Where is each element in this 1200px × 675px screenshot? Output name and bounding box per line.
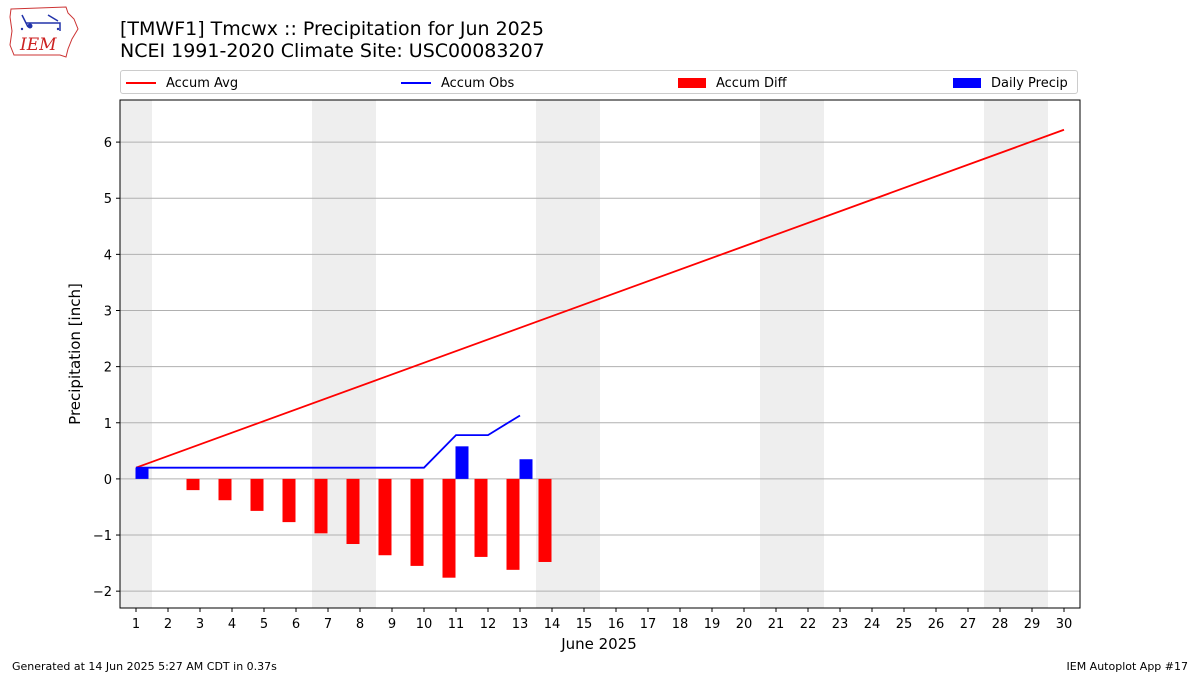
x-tick-label: 2 — [164, 617, 172, 632]
accum-obs-line — [136, 414, 521, 469]
accum-avg-line — [135, 128, 1065, 469]
x-axis-ticks: 1 2 3 4 5 6 7 8 9 10 11 12 13 14 15 16 17 18 19 20 21 22 23 24 2… — [132, 608, 1072, 632]
legend-swatch — [401, 82, 431, 84]
accum-diff-bar — [218, 478, 232, 501]
y-tick-label: 3 — [104, 304, 112, 319]
accum-diff-bar — [410, 478, 424, 566]
x-tick-label: 26 — [928, 617, 945, 632]
y-tick-label: 4 — [104, 248, 112, 263]
plot-frame — [119, 99, 1081, 609]
legend-item-accum-obs: Accum Obs — [401, 71, 514, 95]
legend-label: Accum Avg — [166, 75, 239, 91]
x-tick-label: 15 — [576, 617, 593, 632]
y-tick-label: 2 — [104, 361, 112, 376]
y-tick-label: 1 — [104, 417, 112, 432]
x-tick-label: 5 — [260, 617, 268, 632]
accum-diff-bar — [250, 478, 264, 511]
x-tick-label: 3 — [196, 617, 204, 632]
y-axis-ticks: −2 −1 0 1 2 3 4 5 6 — [93, 136, 120, 600]
x-tick-label: 16 — [608, 617, 625, 632]
y-tick-label: 0 — [104, 473, 112, 488]
daily-precip-bar — [455, 446, 469, 479]
y-tick-label: 5 — [104, 192, 112, 207]
chart-title: [TMWF1] Tmcwx :: Precipitation for Jun 2… — [120, 18, 544, 40]
chart-subtitle: NCEI 1991-2020 Climate Site: USC00083207 — [120, 40, 545, 62]
iem-logo — [8, 5, 80, 59]
x-tick-label: 21 — [768, 617, 785, 632]
x-axis-label: June 2025 — [560, 635, 637, 653]
legend-label: Accum Obs — [441, 75, 515, 91]
x-tick-label: 12 — [480, 617, 497, 632]
x-tick-label: 18 — [672, 617, 689, 632]
legend-item-accum-avg: Accum Avg — [126, 71, 238, 95]
y-tick-label: −1 — [93, 529, 112, 544]
series-lines — [135, 128, 1065, 469]
x-tick-label: 25 — [896, 617, 913, 632]
daily-precip-bar — [135, 467, 149, 479]
footer-app-id: IEM Autoplot App #17 — [1066, 660, 1189, 673]
x-tick-label: 20 — [736, 617, 753, 632]
grid-lines — [120, 141, 1080, 592]
bars — [135, 446, 552, 578]
x-tick-label: 10 — [416, 617, 433, 632]
accum-diff-bar — [282, 478, 296, 523]
accum-diff-bar — [186, 478, 200, 491]
x-tick-label: 9 — [388, 617, 396, 632]
x-tick-label: 8 — [356, 617, 364, 632]
x-tick-label: 11 — [448, 617, 465, 632]
y-axis-label: Precipitation [inch] — [66, 283, 84, 425]
legend: Accum Avg Accum Obs Accum Diff Daily Pre… — [120, 70, 1078, 94]
weekend-band — [760, 100, 824, 608]
x-tick-label: 27 — [960, 617, 977, 632]
x-tick-label: 4 — [228, 617, 236, 632]
legend-label: Daily Precip — [991, 75, 1068, 91]
y-tick-label: 6 — [104, 136, 112, 151]
footer-generated: Generated at 14 Jun 2025 5:27 AM CDT in … — [12, 660, 277, 673]
accum-diff-bar — [442, 478, 456, 578]
x-tick-label: 13 — [512, 617, 529, 632]
x-tick-label: 30 — [1056, 617, 1073, 632]
logo-text: IEM — [20, 35, 57, 55]
daily-precip-bar — [519, 459, 533, 479]
weekend-band — [120, 100, 152, 608]
legend-item-daily-precip: Daily Precip — [953, 71, 1068, 95]
weekend-band — [984, 100, 1048, 608]
x-tick-label: 24 — [864, 617, 881, 632]
legend-swatch — [953, 78, 981, 88]
accum-diff-bar — [474, 478, 488, 557]
legend-swatch — [678, 78, 706, 88]
accum-diff-bar — [378, 478, 392, 556]
x-tick-label: 28 — [992, 617, 1009, 632]
x-tick-label: 22 — [800, 617, 817, 632]
legend-item-accum-diff: Accum Diff — [678, 71, 787, 95]
accum-diff-bar — [314, 478, 328, 534]
x-tick-label: 17 — [640, 617, 657, 632]
x-tick-label: 7 — [324, 617, 332, 632]
accum-diff-bar — [346, 478, 360, 545]
legend-swatch — [126, 82, 156, 84]
x-tick-label: 14 — [544, 617, 561, 632]
x-tick-label: 1 — [132, 617, 140, 632]
x-tick-label: 6 — [292, 617, 300, 632]
accum-diff-bar — [506, 478, 520, 570]
accum-diff-bar — [538, 478, 552, 562]
y-tick-label: −2 — [93, 585, 112, 600]
legend-label: Accum Diff — [716, 75, 787, 91]
x-tick-label: 19 — [704, 617, 721, 632]
x-tick-label: 29 — [1024, 617, 1041, 632]
x-tick-label: 23 — [832, 617, 849, 632]
weekend-shading — [120, 100, 1048, 608]
